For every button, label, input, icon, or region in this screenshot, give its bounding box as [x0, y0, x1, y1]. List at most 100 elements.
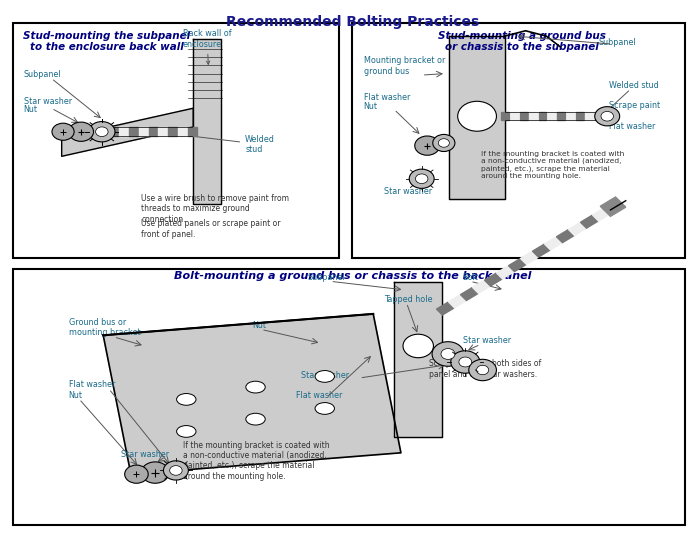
Text: Flat washer: Flat washer — [69, 380, 115, 389]
Bar — [178, 127, 187, 136]
Text: Use plated panels or scrape paint or
front of panel.: Use plated panels or scrape paint or fro… — [141, 219, 281, 239]
Text: If the mounting bracket is coated with
a non-conductive material (anodized,
pain: If the mounting bracket is coated with a… — [183, 440, 330, 481]
Text: Nut: Nut — [69, 391, 83, 400]
Bar — [595, 112, 603, 120]
FancyBboxPatch shape — [13, 23, 339, 258]
Bar — [139, 127, 148, 136]
Bar — [576, 112, 584, 120]
Circle shape — [169, 466, 182, 475]
Circle shape — [438, 139, 449, 147]
Bar — [168, 127, 177, 136]
Text: Bolt-mounting a ground bus or chassis to the back-panel: Bolt-mounting a ground bus or chassis to… — [174, 271, 531, 281]
Circle shape — [52, 123, 74, 140]
Ellipse shape — [315, 371, 335, 382]
Text: Flat washer: Flat washer — [363, 93, 410, 102]
Text: Star washer: Star washer — [24, 97, 71, 106]
FancyBboxPatch shape — [13, 268, 685, 525]
Text: Recommended Bolting Practices: Recommended Bolting Practices — [226, 14, 479, 29]
Text: Flat washer: Flat washer — [295, 391, 342, 400]
Circle shape — [410, 169, 434, 188]
Circle shape — [432, 342, 464, 366]
Ellipse shape — [246, 413, 265, 425]
Text: Star washer: Star washer — [120, 449, 169, 459]
Bar — [533, 244, 550, 257]
Bar — [548, 112, 556, 120]
Bar — [510, 112, 518, 120]
Text: Ground bus or
mounting bracket: Ground bus or mounting bracket — [69, 318, 140, 337]
Circle shape — [458, 101, 496, 131]
Text: Nut: Nut — [24, 105, 38, 114]
Text: Subpanel: Subpanel — [598, 38, 636, 47]
Bar — [437, 302, 454, 315]
Bar — [568, 222, 586, 235]
Circle shape — [469, 359, 496, 381]
Text: Star washer: Star washer — [300, 371, 349, 380]
Text: Use a wire brush to remove paint from
threads to maximize ground
connection.: Use a wire brush to remove paint from th… — [141, 194, 289, 223]
Circle shape — [595, 107, 620, 126]
Text: Subpanel: Subpanel — [24, 70, 61, 79]
Bar — [188, 127, 197, 136]
Bar — [449, 295, 466, 308]
Text: Welded stud: Welded stud — [608, 81, 659, 90]
Circle shape — [433, 134, 455, 151]
Text: Scrape paint on both sides of
panel and use star washers.: Scrape paint on both sides of panel and … — [428, 359, 541, 379]
Bar — [601, 197, 626, 216]
Circle shape — [459, 357, 472, 367]
Bar — [129, 127, 138, 136]
Circle shape — [416, 174, 428, 184]
Text: Subpanel: Subpanel — [307, 273, 345, 282]
Ellipse shape — [315, 403, 335, 415]
Circle shape — [96, 127, 108, 136]
FancyBboxPatch shape — [352, 23, 685, 258]
Text: Stud-mounting a ground bus
or chassis to the subpanel: Stud-mounting a ground bus or chassis to… — [438, 31, 606, 53]
Ellipse shape — [176, 394, 196, 405]
Bar — [521, 251, 538, 264]
Bar — [539, 112, 546, 120]
Circle shape — [601, 112, 613, 121]
Bar — [508, 259, 526, 272]
Polygon shape — [394, 282, 442, 437]
Text: Bolt: Bolt — [462, 273, 477, 282]
Text: Nut: Nut — [363, 103, 377, 111]
Text: If the mounting bracket is coated with
a non-conductive material (anodized,
pain: If the mounting bracket is coated with a… — [480, 151, 624, 179]
Bar — [567, 112, 574, 120]
Bar — [585, 112, 593, 120]
Bar — [520, 112, 528, 120]
Text: Nut: Nut — [252, 321, 266, 330]
Bar — [119, 127, 128, 136]
Text: Stud-mounting the subpanel
to the enclosure back wall: Stud-mounting the subpanel to the enclos… — [23, 31, 190, 53]
Bar — [109, 127, 118, 136]
Text: Star washer: Star washer — [463, 336, 511, 345]
Text: Scrape paint: Scrape paint — [608, 101, 659, 110]
Bar — [148, 127, 158, 136]
Bar — [461, 288, 478, 301]
Polygon shape — [449, 36, 505, 199]
Circle shape — [477, 365, 489, 375]
Circle shape — [163, 461, 188, 480]
Circle shape — [89, 121, 115, 142]
Circle shape — [451, 351, 480, 373]
Circle shape — [415, 136, 440, 155]
Bar — [473, 280, 490, 293]
Polygon shape — [193, 39, 221, 205]
Ellipse shape — [246, 381, 265, 393]
Bar — [496, 266, 514, 279]
Bar — [556, 230, 574, 243]
Bar — [545, 237, 562, 250]
Bar — [501, 112, 509, 120]
Text: Welded
stud: Welded stud — [159, 131, 275, 154]
Text: Back wall of
enclosure: Back wall of enclosure — [183, 30, 232, 64]
Circle shape — [441, 349, 455, 359]
Polygon shape — [103, 314, 401, 474]
Polygon shape — [62, 108, 193, 156]
Text: Tapped hole: Tapped hole — [384, 295, 432, 303]
Ellipse shape — [176, 425, 196, 437]
Bar — [529, 112, 537, 120]
Bar — [484, 273, 502, 286]
Circle shape — [141, 462, 169, 483]
Bar — [580, 215, 598, 228]
Circle shape — [403, 334, 433, 358]
Bar — [158, 127, 167, 136]
Text: Flat washer: Flat washer — [608, 121, 655, 130]
Bar — [557, 112, 565, 120]
